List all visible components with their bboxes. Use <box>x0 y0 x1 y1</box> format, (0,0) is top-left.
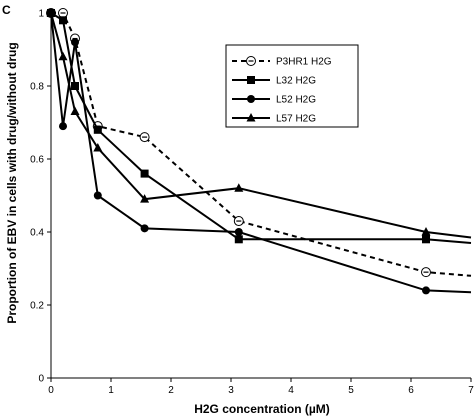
x-tick-label: 6 <box>408 385 414 396</box>
legend-label: L52 H2G <box>276 95 316 106</box>
data-point <box>93 125 102 134</box>
data-point <box>71 38 79 47</box>
series-layer <box>46 8 472 295</box>
x-tick-label: 7 <box>468 385 474 396</box>
series-line <box>51 12 472 277</box>
data-point <box>58 51 68 61</box>
data-point <box>422 235 430 244</box>
x-tick-label: 1 <box>108 385 114 396</box>
data-point <box>422 286 430 295</box>
x-tick-label: 4 <box>288 385 294 396</box>
y-tick-label: 1 <box>38 9 44 20</box>
legend-marker <box>247 76 255 84</box>
data-point <box>59 16 67 25</box>
panel-label: C <box>2 3 11 17</box>
legend-label: P3HR1 H2G <box>276 57 332 68</box>
series-l32-h2g <box>47 9 472 244</box>
data-point <box>140 169 149 178</box>
y-tick-label: 0 <box>38 374 44 385</box>
data-point <box>234 235 243 244</box>
series-line <box>50 12 472 294</box>
series-line <box>50 12 472 239</box>
series-l52-h2g <box>47 9 472 295</box>
axis-ticks: 0 1 2 3 4 5 6 7 0 0.2 0.4 0.6 0.8 1 <box>30 9 474 397</box>
data-point <box>140 224 149 233</box>
y-tick-label: 0.4 <box>30 228 44 239</box>
legend: P3HR1 H2G L32 H2G L52 H2G L57 H2G <box>225 44 359 128</box>
x-tick-label: 2 <box>168 385 174 396</box>
data-point <box>234 228 243 236</box>
data-point <box>234 183 244 192</box>
data-point <box>46 8 56 17</box>
data-point <box>70 106 80 116</box>
x-tick-label: 0 <box>48 385 54 396</box>
legend-label: L57 H2G <box>276 114 316 125</box>
y-axis-title: Proportion of EBV in cells with drug/wit… <box>5 42 19 323</box>
x-axis-title: H2G concentration (µM) <box>194 402 330 416</box>
legend-marker <box>246 113 256 122</box>
y-tick-label: 0.6 <box>30 155 44 166</box>
legend-marker <box>247 95 255 103</box>
y-tick-label: 0.2 <box>30 301 44 312</box>
data-point <box>71 82 79 90</box>
data-point <box>93 191 102 200</box>
series-line <box>50 12 472 244</box>
data-point <box>421 227 431 236</box>
x-tick-label: 3 <box>228 385 234 396</box>
axes <box>50 13 471 379</box>
series-l57-h2g <box>46 8 472 239</box>
legend-label: L32 H2G <box>276 76 316 87</box>
y-tick-label: 0.8 <box>30 82 44 93</box>
x-tick-label: 5 <box>348 385 354 396</box>
data-point <box>140 194 150 203</box>
data-point <box>59 122 67 131</box>
data-point <box>93 143 103 152</box>
